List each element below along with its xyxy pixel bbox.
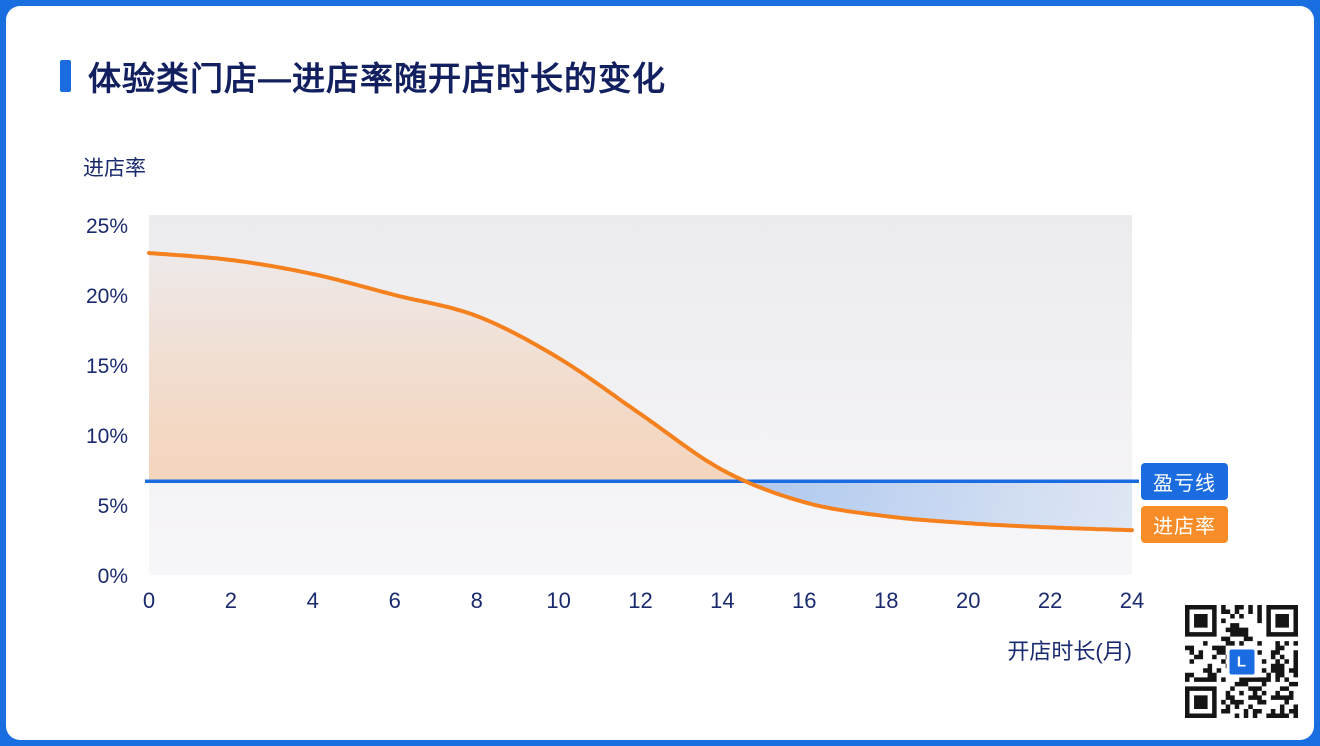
x-tick-label: 2 — [225, 588, 237, 613]
entry-rate-line — [147, 251, 1134, 533]
x-tick-label: 8 — [471, 588, 483, 613]
x-tick-label: 16 — [792, 588, 816, 613]
x-axis-label: 开店时长(月) — [1007, 639, 1132, 664]
x-tick-label: 24 — [1120, 588, 1144, 613]
above-breakeven-area — [149, 253, 746, 482]
y-axis-label: 进店率 — [83, 157, 146, 180]
y-tick-label: 5% — [98, 495, 128, 518]
x-tick-label: 12 — [628, 588, 652, 613]
x-tick-label: 0 — [143, 588, 155, 613]
line-chart: 0%5%10%15%20%25%0 2 4 6 8 10 12 14 16 18 20 22 24 — [86, 215, 1144, 613]
title-row: 体验类门店—进店率随开店时长的变化 — [60, 52, 666, 100]
y-tick-label: 25% — [86, 215, 128, 238]
y-tick-label: 15% — [86, 355, 128, 378]
title-accent-bar — [60, 60, 71, 92]
chart-card: 体验类门店—进店率随开店时长的变化 进店率 0% 5% 10% 15% 20% 25% 0 2… — [6, 6, 1314, 740]
x-tick-label: 22 — [1038, 588, 1062, 613]
page-title: 体验类门店—进店率随开店时长的变化 — [88, 60, 666, 97]
legend-rate-badge: 进店率 — [1141, 506, 1228, 543]
x-tick-label: 14 — [710, 588, 734, 613]
y-tick-label: 0% — [98, 565, 128, 588]
x-tick-label: 18 — [874, 588, 898, 613]
y-tick-label: 10% — [86, 425, 128, 448]
qr-pattern-svg — [1185, 605, 1298, 718]
qr-code: L — [1185, 605, 1298, 718]
legend-breakeven-badge: 盈亏线 — [1141, 463, 1228, 500]
below-breakeven-area — [745, 481, 1132, 531]
x-tick-label: 4 — [307, 588, 319, 613]
x-tick-label: 20 — [956, 588, 980, 613]
qr-logo: L — [1229, 649, 1254, 674]
y-tick-label: 20% — [86, 285, 128, 308]
x-tick-label: 10 — [546, 588, 570, 613]
qr-logo-frame: L — [1226, 646, 1257, 677]
x-tick-label: 6 — [389, 588, 401, 613]
